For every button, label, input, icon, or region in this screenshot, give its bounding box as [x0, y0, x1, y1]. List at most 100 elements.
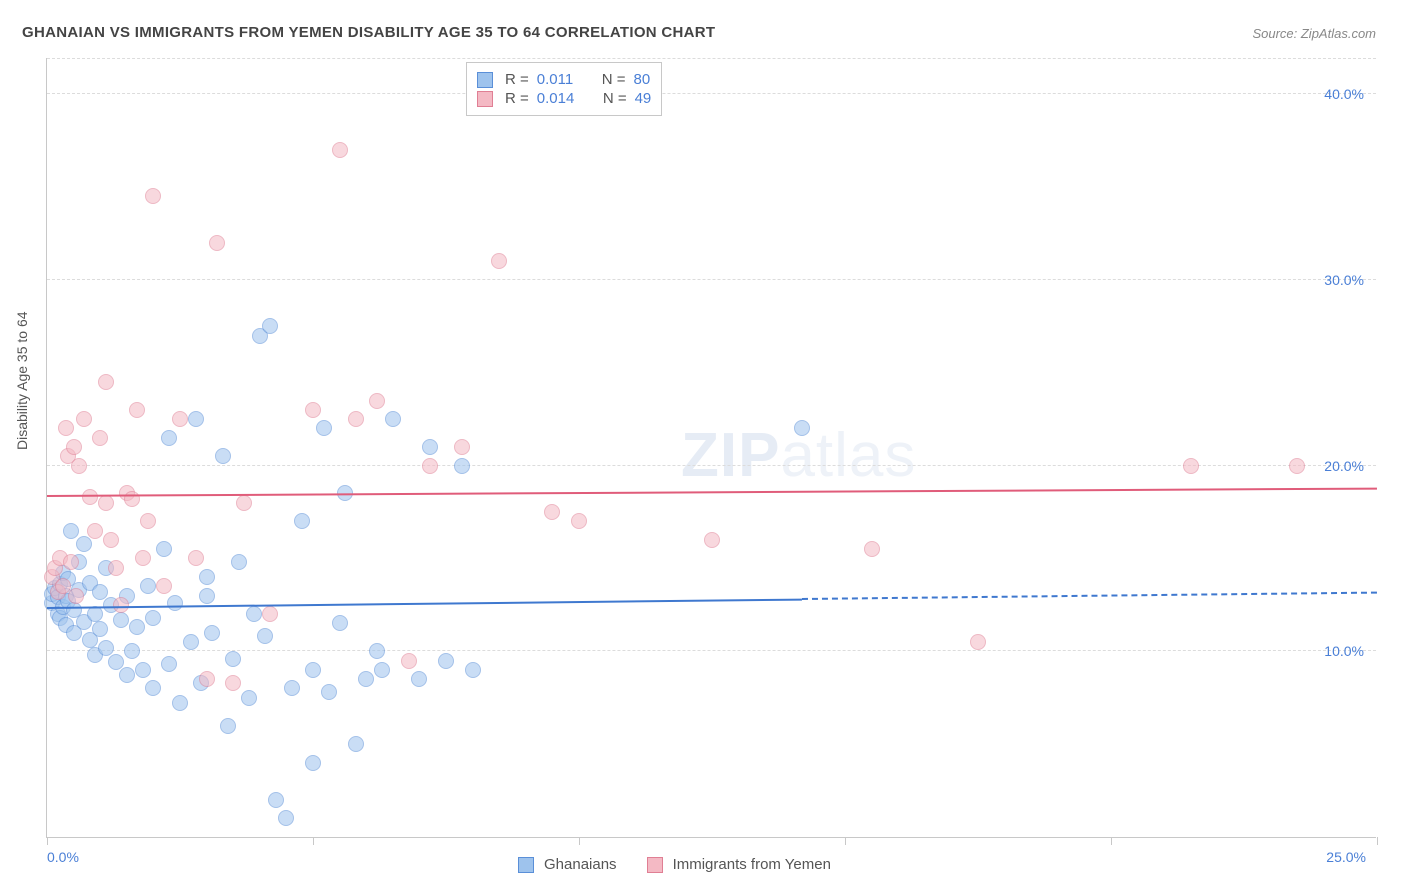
- data-point-yemen: [103, 532, 119, 548]
- x-tick: [313, 837, 314, 845]
- data-point-yemen: [188, 550, 204, 566]
- data-point-ghanaians: [225, 651, 241, 667]
- data-point-yemen: [1183, 458, 1199, 474]
- data-point-ghanaians: [794, 420, 810, 436]
- data-point-ghanaians: [98, 640, 114, 656]
- y-tick-label: 10.0%: [1324, 643, 1364, 659]
- data-point-ghanaians: [199, 569, 215, 585]
- data-point-ghanaians: [374, 662, 390, 678]
- n-value: 80: [633, 71, 650, 88]
- gridline: [47, 279, 1376, 280]
- x-tick: [47, 837, 48, 845]
- gridline: [47, 93, 1376, 94]
- data-point-yemen: [571, 513, 587, 529]
- y-axis-label: Disability Age 35 to 64: [14, 311, 30, 450]
- data-point-ghanaians: [268, 792, 284, 808]
- legend-item-ghanaians: Ghanaians: [518, 856, 617, 873]
- y-tick-label: 20.0%: [1324, 458, 1364, 474]
- data-point-ghanaians: [129, 619, 145, 635]
- swatch-ghanaians: [477, 72, 493, 88]
- data-point-yemen: [145, 188, 161, 204]
- data-point-ghanaians: [316, 420, 332, 436]
- x-tick: [579, 837, 580, 845]
- data-point-yemen: [422, 458, 438, 474]
- data-point-ghanaians: [220, 718, 236, 734]
- data-point-ghanaians: [465, 662, 481, 678]
- data-point-yemen: [225, 675, 241, 691]
- data-point-ghanaians: [63, 523, 79, 539]
- data-point-ghanaians: [284, 680, 300, 696]
- chart-title: GHANAIAN VS IMMIGRANTS FROM YEMEN DISABI…: [22, 24, 715, 41]
- data-point-ghanaians: [358, 671, 374, 687]
- data-point-ghanaians: [76, 536, 92, 552]
- stats-row-yemen: R = 0.014 N = 49: [477, 90, 651, 107]
- data-point-yemen: [544, 504, 560, 520]
- data-point-yemen: [87, 523, 103, 539]
- swatch-yemen: [477, 91, 493, 107]
- data-point-yemen: [68, 588, 84, 604]
- gridline: [47, 650, 1376, 651]
- scatter-plot: ZIPatlas 10.0%20.0%30.0%40.0%0.0%25.0%: [46, 58, 1376, 838]
- data-point-yemen: [401, 653, 417, 669]
- x-tick: [845, 837, 846, 845]
- data-point-ghanaians: [145, 680, 161, 696]
- regression-line-ghanaians-extrapolated: [802, 592, 1377, 600]
- data-point-yemen: [66, 439, 82, 455]
- data-point-ghanaians: [438, 653, 454, 669]
- data-point-ghanaians: [246, 606, 262, 622]
- data-point-yemen: [124, 491, 140, 507]
- data-point-yemen: [262, 606, 278, 622]
- data-point-ghanaians: [305, 755, 321, 771]
- data-point-yemen: [864, 541, 880, 557]
- data-point-yemen: [236, 495, 252, 511]
- data-point-ghanaians: [172, 695, 188, 711]
- y-tick-label: 40.0%: [1324, 86, 1364, 102]
- data-point-ghanaians: [215, 448, 231, 464]
- data-point-yemen: [209, 235, 225, 251]
- data-point-yemen: [140, 513, 156, 529]
- data-point-ghanaians: [278, 810, 294, 826]
- data-point-ghanaians: [262, 318, 278, 334]
- data-point-yemen: [63, 554, 79, 570]
- stats-row-ghanaians: R = 0.011 N = 80: [477, 71, 651, 88]
- data-point-yemen: [129, 402, 145, 418]
- data-point-ghanaians: [369, 643, 385, 659]
- data-point-ghanaians: [124, 643, 140, 659]
- stats-legend-box: R = 0.011 N = 80 R = 0.014 N = 49: [466, 62, 662, 116]
- r-value: 0.011: [537, 71, 573, 88]
- swatch-ghanaians: [518, 857, 534, 873]
- x-tick: [1377, 837, 1378, 845]
- data-point-yemen: [76, 411, 92, 427]
- data-point-ghanaians: [454, 458, 470, 474]
- legend-item-yemen: Immigrants from Yemen: [647, 856, 831, 873]
- gridline: [47, 465, 1376, 466]
- data-point-ghanaians: [188, 411, 204, 427]
- data-point-ghanaians: [183, 634, 199, 650]
- y-tick-label: 30.0%: [1324, 272, 1364, 288]
- data-point-yemen: [92, 430, 108, 446]
- x-tick-label: 0.0%: [47, 849, 79, 865]
- series-legend: Ghanaians Immigrants from Yemen: [518, 856, 831, 873]
- data-point-ghanaians: [422, 439, 438, 455]
- data-point-ghanaians: [161, 430, 177, 446]
- data-point-ghanaians: [257, 628, 273, 644]
- data-point-ghanaians: [140, 578, 156, 594]
- data-point-yemen: [970, 634, 986, 650]
- regression-line-ghanaians: [47, 598, 802, 608]
- data-point-ghanaians: [87, 606, 103, 622]
- source-attribution: Source: ZipAtlas.com: [1252, 26, 1376, 41]
- data-point-yemen: [108, 560, 124, 576]
- legend-label: Immigrants from Yemen: [673, 856, 831, 873]
- data-point-yemen: [71, 458, 87, 474]
- r-value: 0.014: [537, 90, 575, 107]
- data-point-yemen: [704, 532, 720, 548]
- data-point-ghanaians: [321, 684, 337, 700]
- data-point-yemen: [98, 495, 114, 511]
- data-point-ghanaians: [92, 621, 108, 637]
- x-tick-label: 25.0%: [1326, 849, 1366, 865]
- data-point-ghanaians: [294, 513, 310, 529]
- data-point-ghanaians: [332, 615, 348, 631]
- data-point-yemen: [1289, 458, 1305, 474]
- data-point-yemen: [348, 411, 364, 427]
- data-point-yemen: [172, 411, 188, 427]
